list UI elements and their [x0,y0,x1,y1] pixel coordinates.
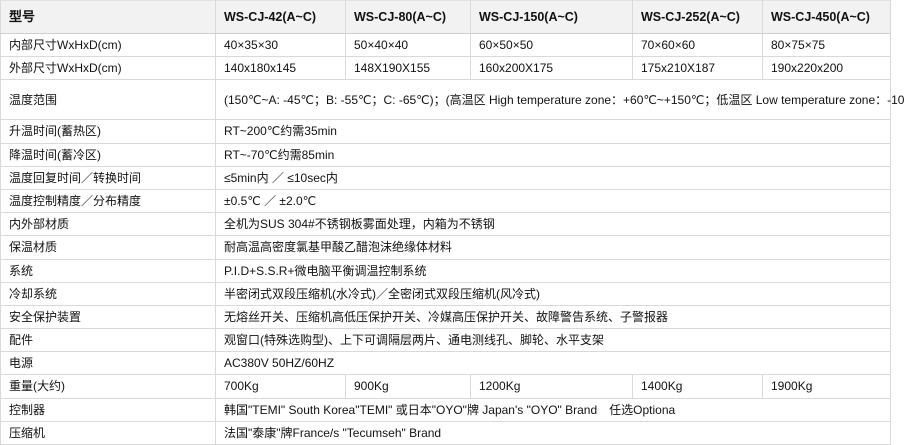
cell-spanned-value: 法国"泰康"牌France/s "Tecumseh" Brand [215,420,891,445]
cell-model-3: 160x200X175 [470,56,633,81]
cell-model-1: 700Kg [215,374,346,399]
row-label: 配件 [0,328,216,353]
cell-model-4: 1400Kg [632,374,763,399]
row-label: 温度控制精度／分布精度 [0,188,216,214]
header-model-label: 型号 [0,0,216,34]
row-label: 安全保护装置 [0,304,216,330]
row-label: 系统 [0,258,216,283]
row-label: 冷却系统 [0,281,216,306]
cell-model-2: 148X190X155 [345,56,471,81]
cell-model-4: 175x210X187 [632,56,763,81]
cell-model-1: 40×35×30 [215,32,346,58]
cell-model-3: 1200Kg [470,374,633,399]
table-row: 保温材质 耐高温高密度氯基甲酸乙醋泡沫绝缘体材料 [0,235,891,260]
header-row: 型号 WS-CJ-42(A~C) WS-CJ-80(A~C) WS-CJ-150… [0,0,891,34]
cell-model-5: 80×75×75 [762,32,891,58]
cell-spanned-value: ≤5min内 ／ ≤10sec内 [215,165,891,190]
row-label: 温度回复时间／转换时间 [0,165,216,190]
table-row: 控制器 韩国"TEMI" South Korea"TEMI" 或日本"OYO"牌 … [0,397,891,422]
cell-spanned-value: P.I.D+S.S.R+微电脑平衡调温控制系统 [215,258,891,283]
cell-spanned-value: 观窗口(特殊选购型)、上下可调隔层两片、通电测线孔、脚轮、水平支架 [215,328,891,353]
cell-model-4: 70×60×60 [632,32,763,58]
row-label: 降温时间(蓄冷区) [0,142,216,167]
table-row: 温度回复时间／转换时间 ≤5min内 ／ ≤10sec内 [0,165,891,190]
table-row: 内外部材质 全机为SUS 304#不锈钢板雾面处理，内箱为不锈钢 [0,212,891,237]
cell-spanned-value: (150℃~A: -45℃；B: -55℃；C: -65℃)；(高温区 High… [215,79,904,121]
table-row: 内部尺寸WxHxD(cm) 40×35×30 50×40×40 60×50×50 70×… [0,32,891,58]
header-model-2: WS-CJ-80(A~C) [345,0,471,34]
row-label: 升温时间(蓄热区) [0,119,216,144]
cell-model-2: 50×40×40 [345,32,471,58]
table-row: 降温时间(蓄冷区) RT~-70℃约需85min [0,142,891,167]
table-row: 重量(大约) 700Kg 900Kg 1200Kg 1400Kg 1900Kg [0,374,891,399]
cell-spanned-value: 全机为SUS 304#不锈钢板雾面处理，内箱为不锈钢 [215,212,891,237]
table-row: 温度范围 (150℃~A: -45℃；B: -55℃；C: -65℃)；(高温区 … [0,79,904,121]
cell-model-5: 1900Kg [762,374,891,399]
row-label: 保温材质 [0,235,216,260]
row-label: 内外部材质 [0,212,216,237]
row-label: 压缩机 [0,420,216,445]
cell-spanned-value: 无熔丝开关、压缩机高低压保护开关、冷媒高压保护开关、故障警告系统、子警报器 [215,304,891,330]
row-label: 内部尺寸WxHxD(cm) [0,32,216,58]
cell-spanned-value: RT~-70℃约需85min [215,142,891,167]
table-row: 电源 AC380V 50HZ/60HZ [0,351,891,376]
table-row: 安全保护装置 无熔丝开关、压缩机高低压保护开关、冷媒高压保护开关、故障警告系统、子… [0,304,891,330]
cell-spanned-value: ±0.5℃ ／ ±2.0℃ [215,188,891,214]
cell-model-1: 140x180x145 [215,56,346,81]
header-model-5: WS-CJ-450(A~C) [762,0,891,34]
table-body: 内部尺寸WxHxD(cm) 40×35×30 50×40×40 60×50×50 70×… [0,32,904,445]
cell-spanned-value: 韩国"TEMI" South Korea"TEMI" 或日本"OYO"牌 Jap… [215,397,891,422]
table-header: 型号 WS-CJ-42(A~C) WS-CJ-80(A~C) WS-CJ-150… [0,0,891,34]
table-row: 配件 观窗口(特殊选购型)、上下可调隔层两片、通电测线孔、脚轮、水平支架 [0,328,891,353]
cell-spanned-value: AC380V 50HZ/60HZ [215,351,891,376]
table-row: 冷却系统 半密闭式双段压缩机(水冷式)／全密闭式双段压缩机(风冷式) [0,281,891,306]
cell-spanned-value: 半密闭式双段压缩机(水冷式)／全密闭式双段压缩机(风冷式) [215,281,891,306]
cell-model-3: 60×50×50 [470,32,633,58]
row-label: 温度范围 [0,79,216,121]
table-row: 升温时间(蓄热区) RT~200℃约需35min [0,119,891,144]
cell-spanned-value: 耐高温高密度氯基甲酸乙醋泡沫绝缘体材料 [215,235,891,260]
table-row: 压缩机 法国"泰康"牌France/s "Tecumseh" Brand [0,420,891,445]
header-model-3: WS-CJ-150(A~C) [470,0,633,34]
cell-model-2: 900Kg [345,374,471,399]
cell-spanned-value: RT~200℃约需35min [215,119,891,144]
table-row: 系统 P.I.D+S.S.R+微电脑平衡调温控制系统 [0,258,891,283]
row-label: 控制器 [0,397,216,422]
row-label: 外部尺寸WxHxD(cm) [0,56,216,81]
header-model-1: WS-CJ-42(A~C) [215,0,346,34]
cell-model-5: 190x220x200 [762,56,891,81]
table-row: 外部尺寸WxHxD(cm) 140x180x145 148X190X155 160x2… [0,56,891,81]
table-row: 温度控制精度／分布精度 ±0.5℃ ／ ±2.0℃ [0,188,891,214]
row-label: 电源 [0,351,216,376]
row-label: 重量(大约) [0,374,216,399]
header-model-4: WS-CJ-252(A~C) [632,0,763,34]
